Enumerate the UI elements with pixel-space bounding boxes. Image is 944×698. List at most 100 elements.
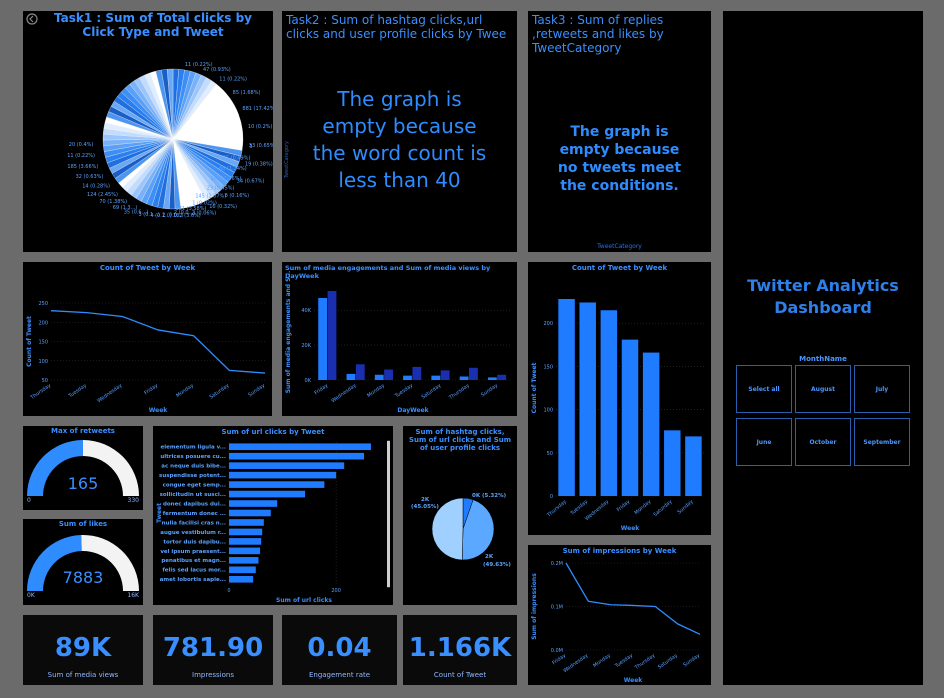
x-tick-label: Friday [143,383,159,397]
gauge-retweets-value: 165 [67,474,99,493]
media-bar [403,375,412,380]
tweet-bar [558,299,575,496]
gauge-track [83,440,139,496]
url-bar-scroll-thumb[interactable] [387,441,390,587]
pie-label: 11 (0.22%) [219,77,247,83]
pie-label: 11 (0.22%) [67,153,95,159]
gauge-likes-min: 0K [27,592,35,599]
pie-label: 34 (0.67%) [237,178,265,184]
y-tick-label: 250 [38,301,48,307]
url-bar [229,490,306,498]
x-tick-label: Tuesday [67,383,88,400]
x-tick-label: Thursday [29,383,52,402]
url-bar [229,575,254,583]
dashboard-title: Twitter Analytics Dashboard [747,276,899,317]
slicer-title: MonthName [799,355,847,363]
back-icon[interactable] [25,11,39,25]
line-series [50,310,266,374]
x-tick-label: Sunday [480,383,499,399]
media-bar [384,369,393,380]
pie-label: 11 (0.22%) [185,62,213,68]
media-bar-tile: Sum of media engagements and Sum of medi… [282,262,517,416]
gauge-likes-max: 16K [127,592,139,599]
pie-label: 3 (0.06%) [192,211,217,217]
kpi-media-views-value: 89K [54,633,112,663]
gauge-retweets[interactable] [23,426,143,510]
y-tick-label: ac neque duis bibe... [161,464,226,470]
y-tick-label: 100 [38,359,48,365]
url-bar [229,462,345,469]
x-tick-label: Friday [313,383,329,397]
tweet-count-line-tile: Count of Tweet by Week 250 200 150 100 50 Thu… [23,262,272,416]
url-bar [229,566,256,574]
x-tick-label: Sunday [247,383,266,399]
line-series [565,562,701,635]
kpi-engagement-rate[interactable]: 0.04 Engagement rate [282,615,397,685]
y-tick-label: 100 [543,408,553,414]
slicer-option-october[interactable]: October [795,418,851,466]
pie-label: 145 (2.87%) [195,194,226,200]
pie-label: (49.63%) [483,562,511,568]
task3-empty-message: The graph is empty because no tweets mee… [557,124,682,194]
pie-label: 10 (0.2%) [248,124,273,130]
y-tick-label: penatibus et magn... [161,558,226,564]
media-bar [440,370,450,380]
y-axis-title: Count of Tweet [26,316,33,367]
pie-label: 2K [421,497,430,503]
pie-label: 0K (5.32%) [472,493,507,499]
y-axis-title: Sum of impressions [531,573,538,640]
clicks-pie-chart[interactable]: 0K (5.32%)2K(45.05%)2K(49.63%) [403,426,517,605]
y-tick-label: 150 [543,364,553,370]
pie-label: 20 (0.4%) [69,142,94,148]
x-axis-title: DayWeek [397,407,429,414]
tweet-count-line-title: Count of Tweet by Week [99,264,196,272]
media-bar [487,377,497,380]
slicer-option-august[interactable]: August [795,365,851,413]
pie-label: 85 (1.68%) [233,90,261,96]
pie-label: 47 (0.93%) [203,67,231,73]
y-tick-label: 40K [301,308,311,314]
gauge-fill [27,440,83,496]
y-tick-label: 0.1M [551,605,563,611]
task1-pie-chart[interactable]: 3 25 (0.49%) 68 (1.34%) 104 (2.06%) 23 (0.45… [23,11,273,252]
url-bar-chart[interactable]: 0 200 elementum ligula v... ultrices posuer… [153,426,393,605]
x-tick-label: Sunday [682,653,701,669]
slicer-option-september[interactable]: September [854,418,910,466]
media-bar [469,367,478,380]
kpi-media-views[interactable]: 89K Sum of media views [23,615,143,685]
slicer-option-july[interactable]: July [854,365,910,413]
y-tick-label: amet lobortis sapie... [160,577,226,583]
pie-label: 182 (3.6%) [173,213,201,219]
kpi-tweet-count[interactable]: 1.166K Count of Tweet [403,615,517,685]
y-tick-label: sollicitudin ut susci... [160,492,226,498]
kpi-impressions[interactable]: 781.90 Impressions [153,615,273,685]
pie-label: 181 (3.58%) [175,206,206,212]
media-bar [355,364,365,380]
y-tick-label: donec dapibus dui... [163,501,226,507]
y-tick-label: 200 [543,321,553,327]
pie-label: 2 (0.0...) [162,212,183,218]
y-tick-label: nulla facilisi cras n... [162,520,226,526]
x-tick-label: Thursday [633,653,656,672]
x-axis-title: Week [624,677,644,684]
gauge-likes[interactable] [23,519,143,605]
pie-label: 32 (0.63%) [76,174,104,180]
y-tick-label: tortor duis dapibu... [163,539,226,545]
pie-label: 3 (0.1...) [138,212,159,218]
url-bar [229,547,261,555]
y-tick-label: 0K [305,378,312,384]
x-axis-title: Week [149,407,169,414]
slicer-option-select-all[interactable]: Select all [736,365,792,413]
x-tick-label: Friday [616,499,631,513]
slicer-option-june[interactable]: June [736,418,792,466]
url-bar-scrollbar[interactable] [387,440,390,588]
task2-title: Task2 : Sum of hashtag clicks,url clicks… [286,13,507,41]
tweet-bar [621,339,639,496]
pie-label: 4 (0.1...) [150,213,171,219]
tweet-count-bar-title: Count of Tweet by Week [571,264,668,272]
pie-label: 1 (0.02%) [192,201,217,207]
